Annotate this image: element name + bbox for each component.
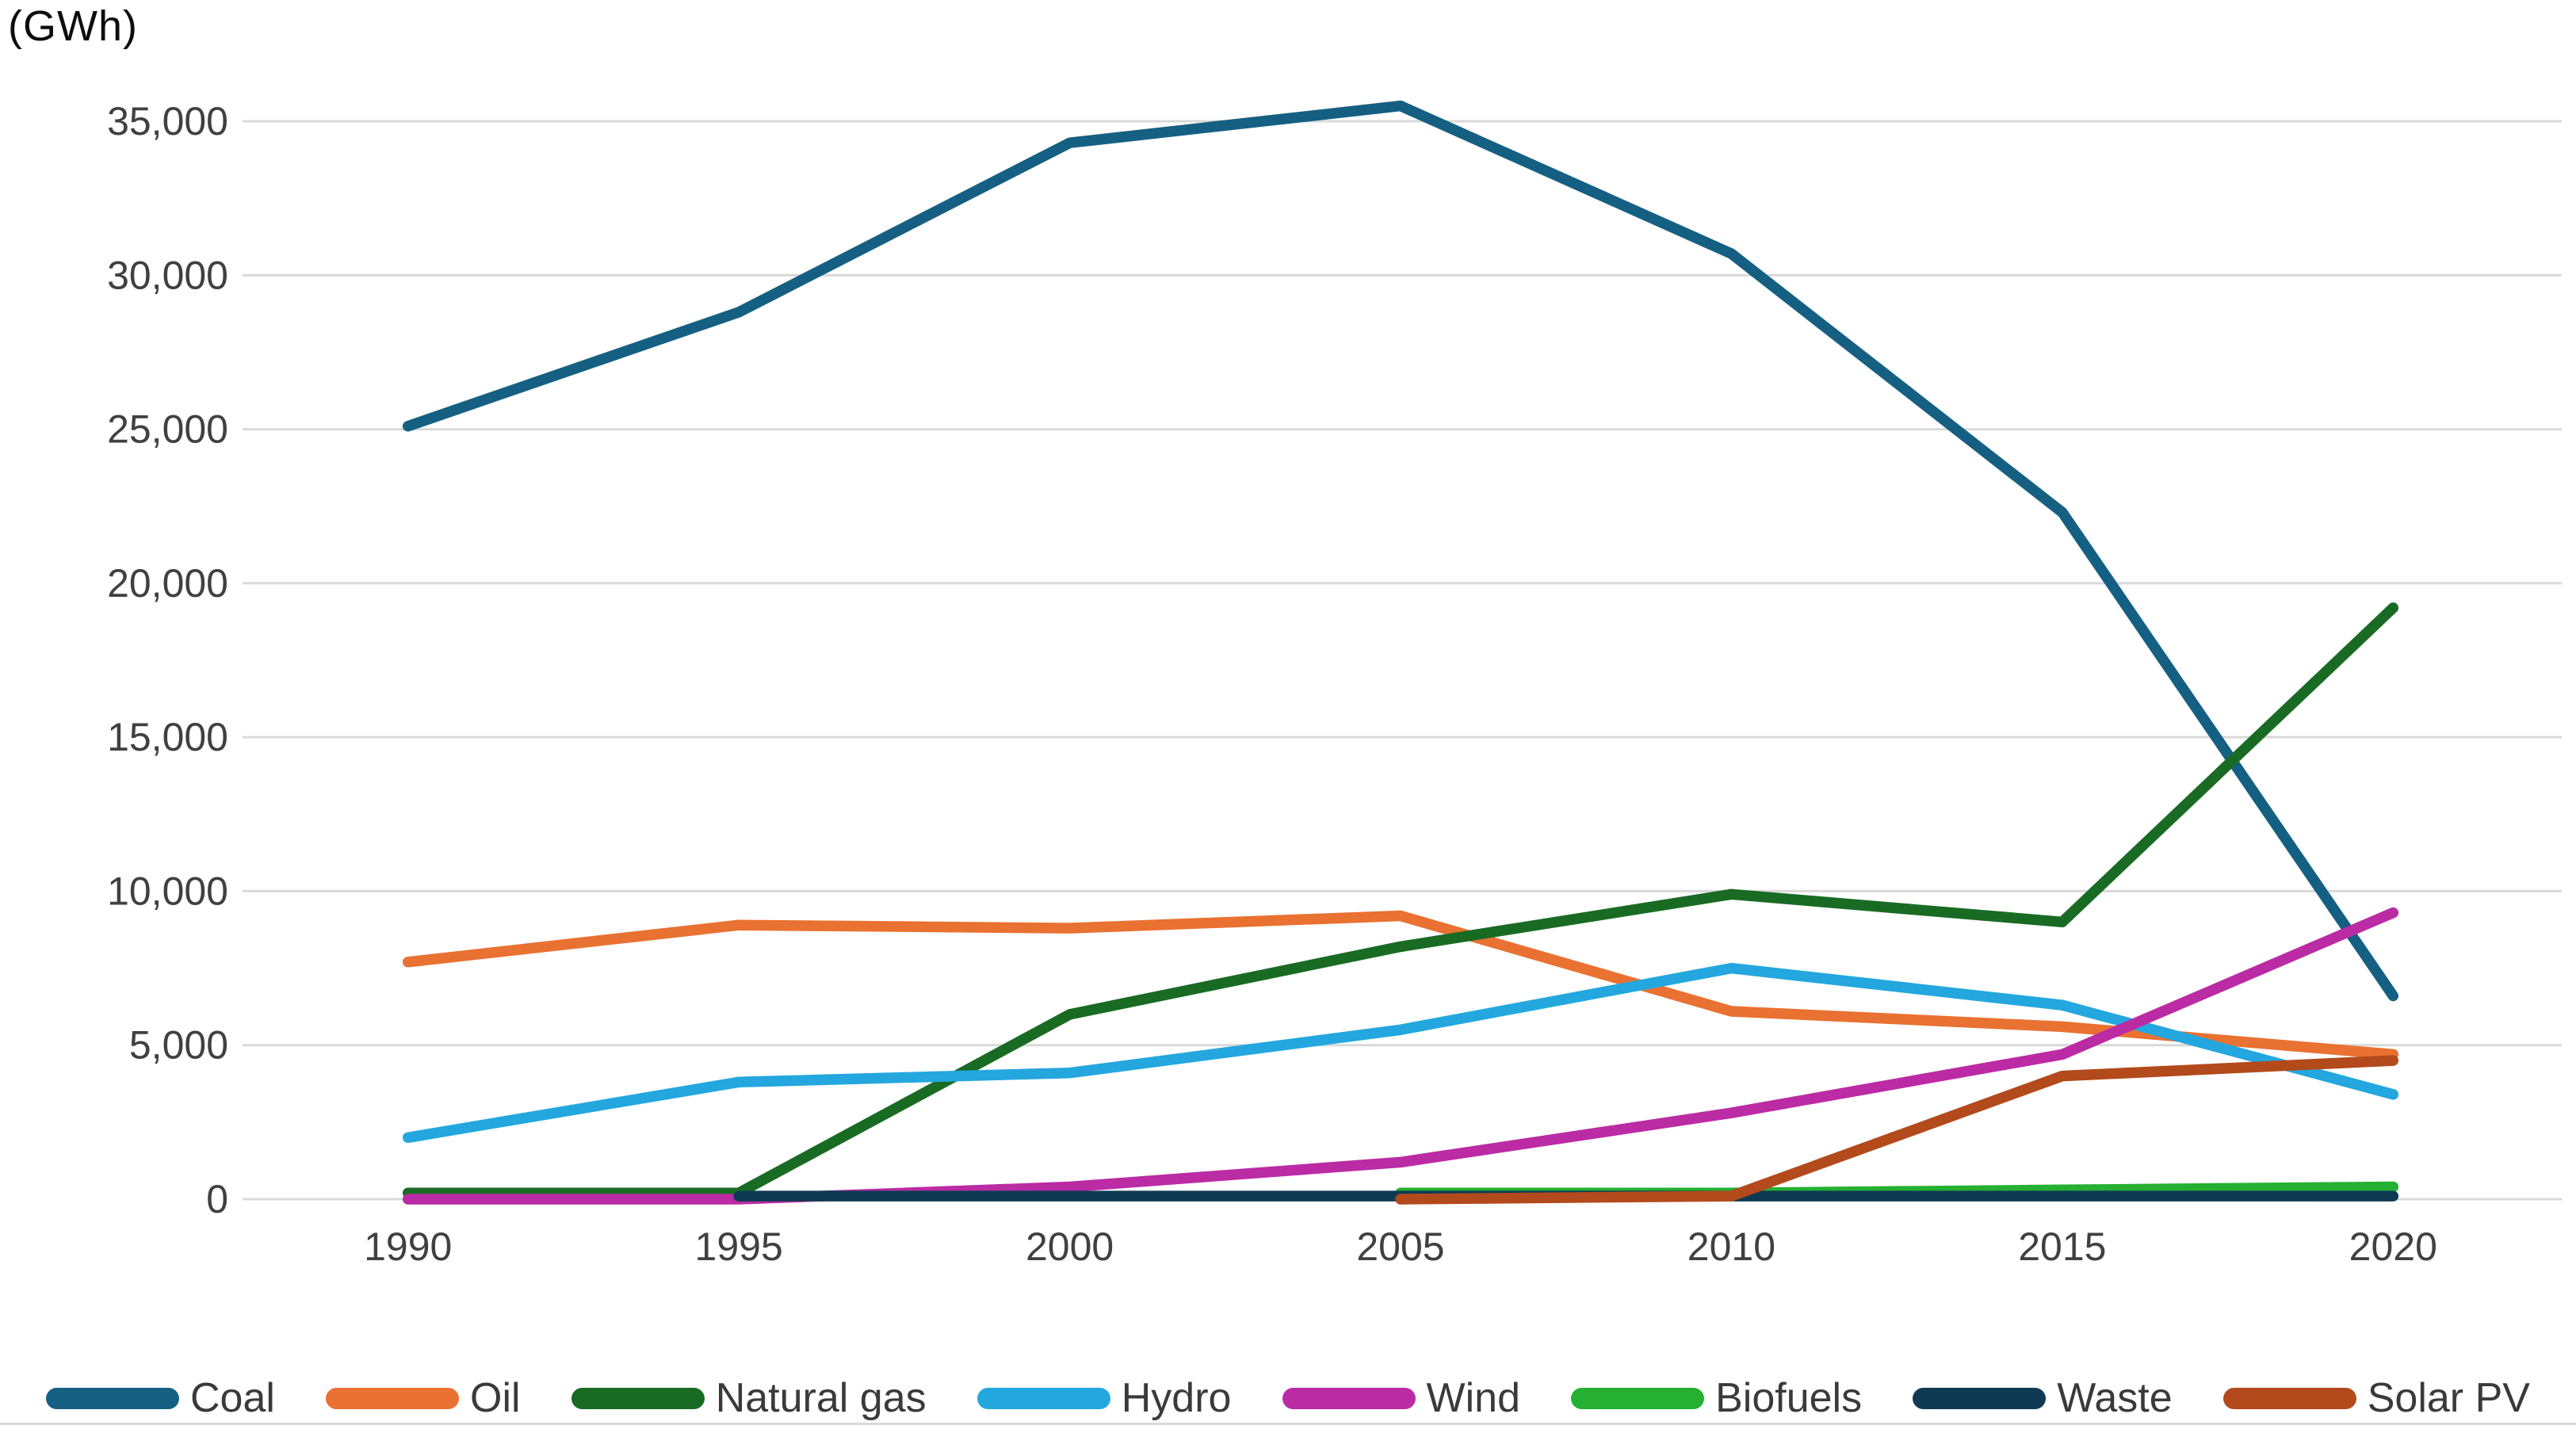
legend-item-solar-pv: Solar PV: [2222, 1374, 2530, 1422]
line-chart: 0 5,000 10,000 15,000 20,000 25,000 30,000 35,0…: [107, 99, 2562, 1269]
x-axis-tick-label: 2005: [1356, 1225, 1444, 1269]
series-line-hydro: [402, 962, 2399, 1144]
y-axis-tick-label: 25,000: [107, 407, 228, 452]
y-axis-tick-label: 20,000: [107, 561, 228, 606]
legend-item-wind: Wind: [1282, 1374, 1520, 1422]
legend-item-natural-gas: Natural gas: [571, 1374, 927, 1422]
legend-swatch-coal: [46, 1387, 179, 1409]
legend-label: Coal: [190, 1375, 275, 1421]
legend-item-waste: Waste: [1913, 1374, 2173, 1422]
legend-label: Wind: [1426, 1375, 1521, 1421]
legend-swatch-hydro: [977, 1387, 1110, 1409]
series-line-oil: [402, 910, 2399, 1060]
legend-swatch-waste: [1913, 1387, 2047, 1409]
y-axis-tick-label: 5,000: [129, 1023, 228, 1068]
y-axis-tick-label: 10,000: [107, 869, 228, 913]
x-axis-tick-label: 1995: [695, 1225, 783, 1269]
series-line-natural-gas: [402, 602, 2399, 1198]
y-axis-tick-label: 0: [206, 1177, 228, 1221]
legend-label: Hydro: [1121, 1375, 1232, 1421]
legend-swatch-biofuels: [1571, 1387, 1705, 1409]
x-axis-tick-label: 2015: [2018, 1225, 2106, 1269]
x-axis-tick-label: 2020: [2349, 1225, 2437, 1269]
legend-label: Waste: [2057, 1375, 2173, 1421]
legend-label: Solar PV: [2367, 1375, 2530, 1421]
x-axis-tick-label: 2010: [1687, 1225, 1775, 1269]
series-line-solar-pv: [1395, 1055, 2399, 1205]
legend-swatch-oil: [326, 1387, 460, 1409]
legend-label: Oil: [470, 1375, 521, 1421]
series-line-coal: [402, 100, 2399, 1002]
legend-item-hydro: Hydro: [977, 1374, 1232, 1422]
legend-label: Biofuels: [1715, 1375, 1863, 1421]
legend-label: Natural gas: [715, 1375, 927, 1421]
chart-legend: Coal Oil Natural gas Hydro Wind Biofuels Waste…: [46, 1373, 2530, 1423]
x-axis-tick-label: 1990: [364, 1225, 452, 1269]
legend-swatch-solar-pv: [2222, 1387, 2356, 1409]
legend-item-biofuels: Biofuels: [1571, 1374, 1862, 1422]
legend-swatch-natural-gas: [571, 1387, 705, 1409]
series-line-wind: [402, 907, 2399, 1205]
bottom-divider: [0, 1423, 2576, 1425]
y-axis-tick-label: 15,000: [107, 715, 228, 759]
x-axis-tick-label: 2000: [1026, 1225, 1114, 1269]
chart-unit-title: (GWh): [8, 2, 138, 50]
y-axis-tick-label: 30,000: [107, 253, 228, 297]
legend-item-coal: Coal: [46, 1374, 275, 1422]
legend-swatch-wind: [1282, 1387, 1416, 1409]
y-axis-tick-label: 35,000: [107, 99, 228, 143]
legend-item-oil: Oil: [326, 1374, 521, 1422]
